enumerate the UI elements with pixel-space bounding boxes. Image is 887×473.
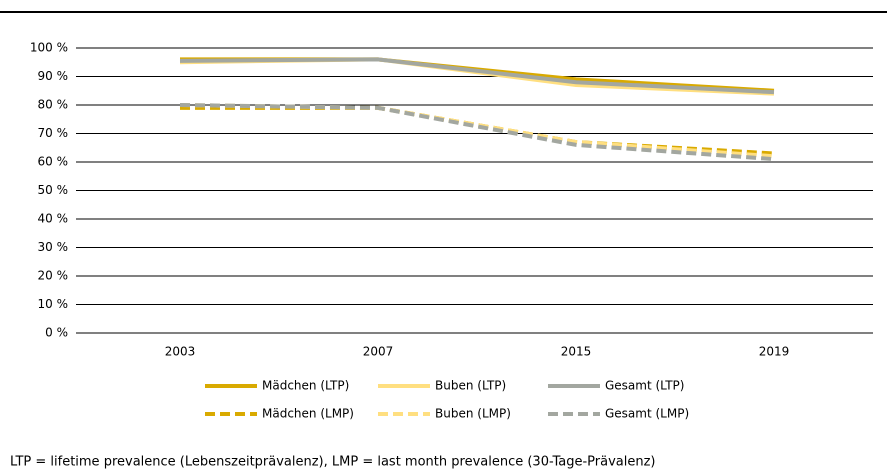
series-line (179, 103, 775, 159)
x-tick-label: 2007 (363, 345, 394, 359)
legend-label: Mädchen (LMP) (262, 407, 354, 421)
legend-label: Mädchen (LTP) (262, 379, 349, 393)
x-tick-label: 2015 (561, 345, 592, 359)
legend-label: Buben (LMP) (435, 407, 511, 421)
series-line (179, 57, 775, 95)
series-line (179, 103, 775, 162)
legend-label: Gesamt (LMP) (605, 407, 689, 421)
y-tick-label: 40 % (38, 212, 69, 226)
y-tick-label: 60 % (38, 155, 69, 169)
footnote: LTP = lifetime prevalence (Lebenszeitprä… (10, 455, 656, 470)
y-tick-label: 10 % (38, 297, 69, 311)
legend-label: Buben (LTP) (435, 379, 506, 393)
x-tick-label: 2003 (165, 345, 196, 359)
legend-label: Gesamt (LTP) (605, 379, 684, 393)
series-line (180, 105, 775, 156)
y-tick-label: 30 % (38, 240, 69, 254)
y-tick-label: 80 % (38, 98, 69, 112)
y-tick-label: 20 % (38, 269, 69, 283)
y-tick-label: 50 % (38, 183, 69, 197)
y-tick-label: 90 % (38, 69, 69, 83)
y-tick-label: 100 % (30, 41, 68, 55)
x-tick-label: 2019 (759, 345, 790, 359)
y-tick-label: 0 % (45, 326, 68, 340)
y-tick-label: 70 % (38, 126, 69, 140)
